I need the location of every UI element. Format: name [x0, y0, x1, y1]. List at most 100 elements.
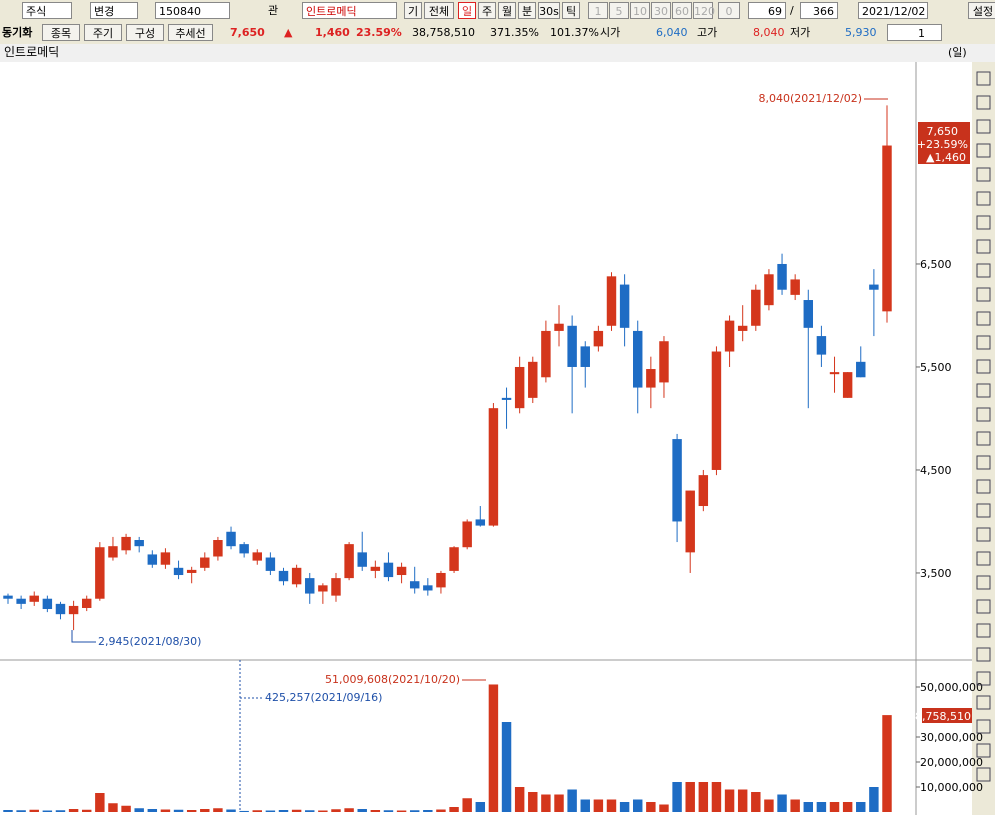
- period-button[interactable]: 분: [518, 2, 536, 19]
- name-field[interactable]: 인트로메딕: [302, 2, 397, 19]
- volume-bar: [646, 802, 656, 812]
- tool-icon[interactable]: [976, 431, 991, 446]
- tool-icon[interactable]: [976, 623, 991, 638]
- minute-button[interactable]: 30: [651, 2, 671, 19]
- volume-bar: [488, 684, 499, 812]
- period-button[interactable]: 주: [478, 2, 496, 19]
- item-button[interactable]: 종목: [42, 24, 80, 41]
- candle-body: [528, 361, 538, 398]
- change-select[interactable]: 변경: [90, 2, 138, 19]
- minute-button[interactable]: 5: [609, 2, 629, 19]
- volume-bar: [160, 809, 171, 812]
- tool-icon[interactable]: [976, 695, 991, 710]
- tool-icon[interactable]: [976, 527, 991, 542]
- minute-button[interactable]: 60: [672, 2, 692, 19]
- tool-icon[interactable]: [976, 239, 991, 254]
- toolbar: 주식 변경 150840 관 인트로메딕 기 전체 일 주 월 분 30s 틱 1 5 10 30…: [0, 0, 995, 23]
- candle-body: [541, 330, 551, 378]
- volume-bar: [383, 810, 394, 812]
- minute-button[interactable]: 120: [693, 2, 715, 19]
- volume-bar: [3, 810, 13, 812]
- tool-icon[interactable]: [976, 311, 991, 326]
- tool-icon[interactable]: [976, 143, 991, 158]
- volume-bar: [239, 810, 249, 812]
- period-button[interactable]: 30s: [538, 2, 560, 19]
- candle-body: [173, 567, 184, 576]
- volume-bar: [344, 808, 354, 812]
- candle-body: [305, 578, 315, 594]
- tool-icon[interactable]: [976, 167, 991, 182]
- period-button[interactable]: 월: [498, 2, 516, 19]
- settings-button[interactable]: 설정: [968, 2, 995, 19]
- candle-body: [777, 263, 787, 290]
- tool-icon[interactable]: [976, 719, 991, 734]
- tool-icon[interactable]: [976, 575, 991, 590]
- tool-icon[interactable]: [976, 455, 991, 470]
- volume-bar: [580, 799, 590, 812]
- period-button[interactable]: 틱: [562, 2, 580, 19]
- period-button[interactable]: 주기: [84, 24, 122, 41]
- tool-icon[interactable]: [976, 119, 991, 134]
- tool-icon[interactable]: [976, 359, 991, 374]
- y-tick-label: 5,500: [920, 361, 952, 374]
- volume-bar: [409, 810, 420, 812]
- tool-icon[interactable]: [976, 671, 991, 686]
- basic-button[interactable]: 기: [404, 2, 422, 19]
- tool-icon[interactable]: [976, 407, 991, 422]
- candle-body: [593, 330, 604, 347]
- candle-body: [42, 598, 53, 610]
- date-input[interactable]: 2021/12/02: [858, 2, 928, 19]
- volume-bar: [514, 787, 525, 812]
- high-label: 고가: [697, 26, 718, 39]
- shown-input[interactable]: 69: [748, 2, 786, 19]
- minute-button[interactable]: 1: [588, 2, 608, 19]
- sync-label[interactable]: 동기화: [2, 26, 33, 39]
- volume-bar: [68, 809, 79, 812]
- chart-bg: [0, 62, 972, 815]
- tool-icon[interactable]: [976, 287, 991, 302]
- tool-icon[interactable]: [976, 503, 991, 518]
- candle-body: [29, 595, 39, 602]
- volume-bar: [751, 792, 761, 812]
- volume-bar: [462, 798, 472, 812]
- tool-icon[interactable]: [976, 551, 991, 566]
- total-input[interactable]: 366: [800, 2, 838, 19]
- tool-icon[interactable]: [976, 215, 991, 230]
- chart: 3,500 4,500 5,500 6,500 10,000,000 20,000,000…: [0, 62, 995, 815]
- candle-body: [3, 595, 13, 599]
- candle-body: [383, 562, 394, 578]
- tool-icon[interactable]: [976, 191, 991, 206]
- annotation: 8,040(2021/12/02): [759, 92, 862, 105]
- candle-body: [291, 567, 302, 585]
- volume-bar: [567, 789, 577, 812]
- count-select[interactable]: 1: [887, 24, 942, 41]
- code-input[interactable]: 150840: [155, 2, 230, 19]
- tool-icon[interactable]: [976, 599, 991, 614]
- market-select[interactable]: 주식: [22, 2, 72, 19]
- watch-button[interactable]: 관: [268, 4, 279, 17]
- tool-icon[interactable]: [976, 71, 991, 86]
- tool-icon[interactable]: [976, 335, 991, 350]
- rate: 23.59%: [356, 26, 402, 39]
- minute-button[interactable]: 10: [630, 2, 650, 19]
- info-bar: 동기화 종목 주기 구성 추세선 7,650 ▲ 1,460 23.59% 38…: [0, 22, 995, 45]
- tool-strip: [972, 62, 995, 815]
- open: 6,040: [656, 26, 688, 39]
- tool-icon[interactable]: [976, 479, 991, 494]
- volume-bar: [685, 782, 695, 812]
- tool-icon[interactable]: [976, 743, 991, 758]
- tool-icon[interactable]: [976, 383, 991, 398]
- candle-body: [816, 336, 827, 355]
- all-button[interactable]: 전체: [424, 2, 454, 19]
- candle-body: [436, 572, 446, 588]
- tool-icon[interactable]: [976, 263, 991, 278]
- tool-icon[interactable]: [976, 767, 991, 782]
- compose-button[interactable]: 구성: [126, 24, 164, 41]
- tool-icon[interactable]: [976, 95, 991, 110]
- candle-body: [698, 475, 709, 507]
- trendline-button[interactable]: 추세선: [168, 24, 213, 41]
- tool-icon[interactable]: [976, 647, 991, 662]
- period-button[interactable]: 일: [458, 2, 476, 19]
- offset-input[interactable]: 0: [718, 2, 740, 19]
